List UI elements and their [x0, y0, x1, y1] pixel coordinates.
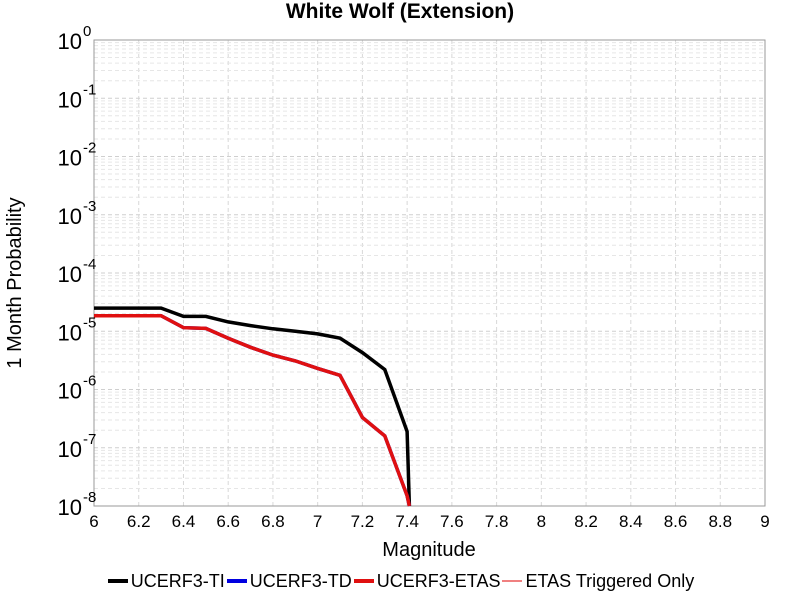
- x-tick-label: 8.4: [619, 512, 643, 531]
- x-tick-label: 6.6: [216, 512, 240, 531]
- x-tick-label: 6: [89, 512, 98, 531]
- y-tick-base: 10: [58, 146, 82, 171]
- legend-label-ucerf3-td: UCERF3-TD: [249, 570, 352, 591]
- chart-title: White Wolf (Extension): [286, 0, 514, 23]
- y-tick-base: 10: [58, 262, 82, 287]
- x-tick-label: 6.8: [261, 512, 285, 531]
- x-tick-label: 8.2: [574, 512, 598, 531]
- x-tick-label: 7.4: [395, 512, 419, 531]
- x-tick-label: 7: [313, 512, 322, 531]
- y-tick-base: 10: [58, 204, 82, 229]
- y-tick-exponent: -6: [83, 373, 96, 390]
- y-tick-exponent: -5: [83, 314, 96, 331]
- legend-swatch-ucerf3-td: [226, 579, 247, 583]
- legend-label-ucerf3-etas: UCERF3-ETAS: [376, 570, 501, 591]
- x-tick-label: 7.8: [485, 512, 509, 531]
- y-tick-exponent: 0: [83, 23, 91, 40]
- legend-label-etas-triggered-only: ETAS Triggered Only: [525, 570, 695, 591]
- x-tick-label: 8.6: [664, 512, 688, 531]
- y-tick-label: 10 -1: [58, 81, 97, 112]
- y-tick-base: 10: [58, 495, 82, 520]
- series-lines: [94, 306, 412, 507]
- y-tick-base: 10: [58, 437, 82, 462]
- series-line-ucerf3-ti: [94, 306, 412, 507]
- y-axis-label: 1 Month Probability: [4, 197, 26, 368]
- y-tick-label: 10 -8: [58, 489, 97, 520]
- y-tick-label: 10 -3: [58, 198, 97, 229]
- x-axis-ticks: 6 6.2 6.4 6.6 6.8 7 7.2 7.4 7.6 7.8 8 8.2 8.4 8.6 8.8 9: [89, 512, 769, 531]
- grid-lines: [93, 40, 766, 507]
- x-axis-label: Magnitude: [382, 539, 475, 561]
- y-tick-exponent: -2: [83, 140, 96, 157]
- legend-swatch-etas-triggered-only: [502, 580, 523, 582]
- x-tick-label: 7.2: [351, 512, 375, 531]
- y-tick-exponent: -1: [83, 81, 96, 98]
- x-tick-label: 6.4: [172, 512, 196, 531]
- legend: UCERF3-TI UCERF3-TD UCERF3-ETAS ETAS Tri…: [0, 568, 800, 594]
- legend-item-etas-triggered-only: ETAS Triggered Only: [500, 571, 694, 592]
- plot-area: [93, 39, 766, 507]
- y-tick-base: 10: [58, 87, 82, 112]
- y-tick-base: 10: [58, 379, 82, 404]
- legend-swatch-ucerf3-ti: [107, 579, 128, 583]
- y-tick-base: 10: [58, 320, 82, 345]
- x-tick-label: 7.6: [440, 512, 464, 531]
- y-tick-label: 10 -5: [58, 314, 97, 345]
- y-tick-label: 10 0: [58, 23, 92, 54]
- y-tick-base: 10: [58, 29, 82, 54]
- x-tick-label: 6.2: [127, 512, 151, 531]
- legend-item-ucerf3-etas: UCERF3-ETAS: [352, 570, 501, 592]
- x-tick-label: 8: [537, 512, 546, 531]
- legend-item-ucerf3-td: UCERF3-TD: [225, 571, 352, 592]
- legend-item-ucerf3-ti: UCERF3-TI: [106, 571, 225, 592]
- y-tick-exponent: -8: [83, 489, 96, 506]
- x-tick-label: 9: [760, 512, 769, 531]
- x-tick-label: 8.8: [708, 512, 732, 531]
- y-tick-exponent: -3: [83, 198, 96, 215]
- y-tick-label: 10 -6: [58, 373, 97, 404]
- legend-label-ucerf3-ti: UCERF3-TI: [130, 570, 225, 591]
- y-tick-label: 10 -7: [58, 431, 97, 462]
- y-tick-exponent: -7: [83, 431, 96, 448]
- series-line-ucerf3-etas: [94, 313, 412, 507]
- legend-swatch-ucerf3-etas: [353, 579, 374, 583]
- y-tick-exponent: -4: [83, 256, 96, 273]
- y-tick-label: 10 -4: [58, 256, 97, 287]
- y-tick-label: 10 -2: [58, 140, 97, 171]
